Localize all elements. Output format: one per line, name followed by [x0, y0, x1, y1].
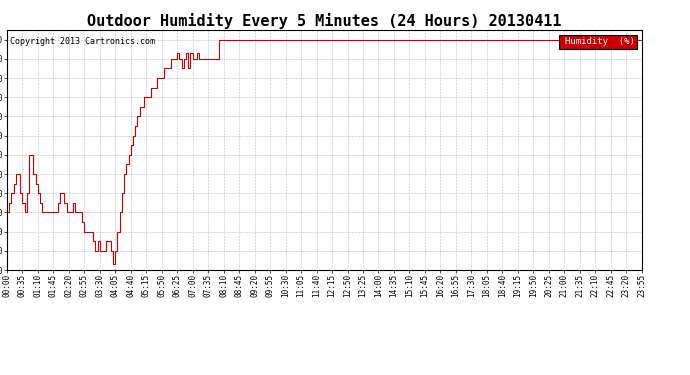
Title: Outdoor Humidity Every 5 Minutes (24 Hours) 20130411: Outdoor Humidity Every 5 Minutes (24 Hou…: [87, 13, 562, 29]
Legend: Humidity  (%): Humidity (%): [559, 34, 637, 49]
Text: Copyright 2013 Cartronics.com: Copyright 2013 Cartronics.com: [10, 37, 155, 46]
